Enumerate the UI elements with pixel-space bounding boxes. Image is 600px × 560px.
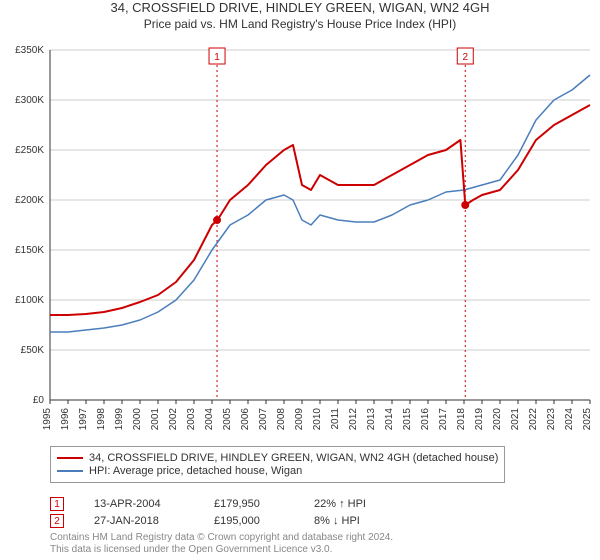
svg-text:2004: 2004 [204,408,215,431]
svg-text:2024: 2024 [564,408,575,431]
price-chart: £0 £50K £100K £150K £200K £250K £300K £350K 1995… [0,40,600,440]
chart-subtitle: Price paid vs. HM Land Registry's House … [0,17,600,31]
sale-date: 13-APR-2004 [94,498,184,510]
svg-text:2017: 2017 [438,408,449,431]
svg-text:2025: 2025 [582,408,593,431]
svg-text:2009: 2009 [294,408,305,431]
svg-text:1999: 1999 [114,408,125,431]
svg-text:2000: 2000 [132,408,143,431]
chart-area: £0 £50K £100K £150K £200K £250K £300K £350K 1995… [0,40,600,440]
svg-text:2001: 2001 [150,408,161,431]
sale-date: 27-JAN-2018 [94,515,184,527]
svg-text:2015: 2015 [402,408,413,431]
svg-text:2: 2 [462,52,468,63]
svg-text:2018: 2018 [456,408,467,431]
legend-swatch [57,457,83,459]
svg-text:£0: £0 [33,395,45,406]
chart-title: 34, CROSSFIELD DRIVE, HINDLEY GREEN, WIG… [0,0,600,15]
svg-text:£100K: £100K [15,295,44,306]
svg-text:2002: 2002 [168,408,179,431]
svg-text:£250K: £250K [15,145,44,156]
sale-marker-icon: 1 [50,497,64,511]
svg-text:2010: 2010 [312,408,323,431]
svg-text:1997: 1997 [78,408,89,431]
svg-text:2021: 2021 [510,408,521,431]
svg-text:2006: 2006 [240,408,251,431]
svg-text:£150K: £150K [15,245,44,256]
svg-text:£50K: £50K [21,345,45,356]
svg-text:2011: 2011 [330,408,341,430]
sale-price: £195,000 [214,515,284,527]
svg-text:1996: 1996 [60,408,71,431]
svg-text:£350K: £350K [15,45,44,56]
svg-text:1: 1 [214,52,220,63]
sale-delta: 22% ↑ HPI [314,498,366,510]
svg-text:1998: 1998 [96,408,107,431]
svg-text:1995: 1995 [42,408,53,431]
sale-marker-icon: 2 [50,514,64,528]
sale-delta: 8% ↓ HPI [314,515,360,527]
legend: 34, CROSSFIELD DRIVE, HINDLEY GREEN, WIG… [50,446,505,483]
svg-text:2016: 2016 [420,408,431,431]
svg-text:2012: 2012 [348,408,359,431]
sale-row: 2 27-JAN-2018 £195,000 8% ↓ HPI [50,514,366,528]
legend-item: HPI: Average price, detached house, Wiga… [57,465,498,477]
svg-text:2014: 2014 [384,408,395,431]
legend-item: 34, CROSSFIELD DRIVE, HINDLEY GREEN, WIG… [57,452,498,464]
footer-attribution: Contains HM Land Registry data © Crown c… [50,532,393,556]
sale-row: 1 13-APR-2004 £179,950 22% ↑ HPI [50,497,366,511]
sale-price: £179,950 [214,498,284,510]
svg-text:2007: 2007 [258,408,269,431]
svg-text:2022: 2022 [528,408,539,431]
svg-text:2020: 2020 [492,408,503,431]
legend-label: 34, CROSSFIELD DRIVE, HINDLEY GREEN, WIG… [89,452,498,464]
svg-text:2019: 2019 [474,408,485,431]
footer-line: This data is licensed under the Open Gov… [50,544,393,556]
svg-text:2008: 2008 [276,408,287,431]
svg-text:2013: 2013 [366,408,377,431]
svg-text:£200K: £200K [15,195,44,206]
legend-label: HPI: Average price, detached house, Wiga… [89,465,302,477]
svg-text:£300K: £300K [15,95,44,106]
svg-text:2003: 2003 [186,408,197,431]
svg-text:2023: 2023 [546,408,557,431]
svg-text:2005: 2005 [222,408,233,431]
legend-swatch [57,470,83,472]
sales-list: 1 13-APR-2004 £179,950 22% ↑ HPI 2 27-JA… [50,494,366,531]
footer-line: Contains HM Land Registry data © Crown c… [50,532,393,544]
